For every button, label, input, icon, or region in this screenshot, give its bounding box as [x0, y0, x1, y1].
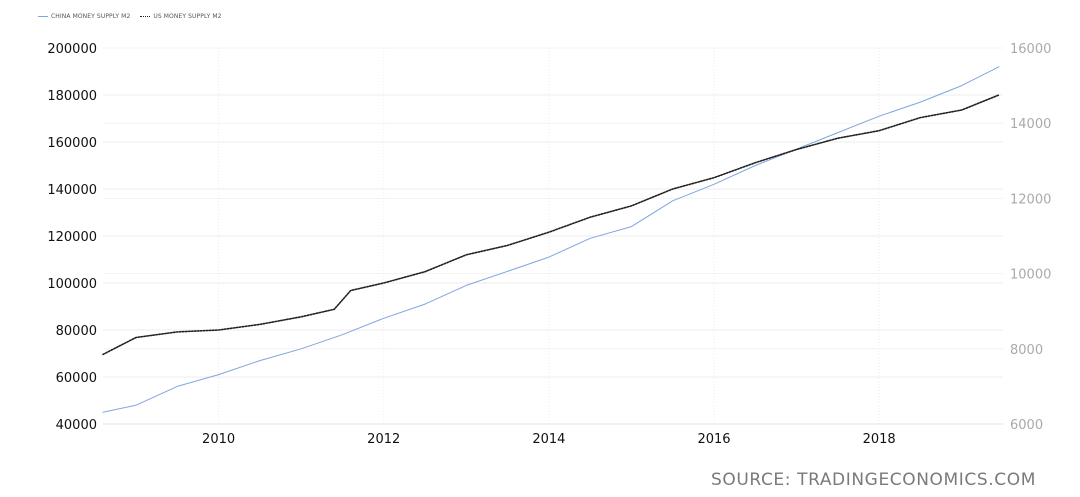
y-left-tick-label: 180000	[47, 89, 97, 104]
x-tick-label: 2012	[367, 432, 400, 447]
x-axis-ticks: 2010 2012 2014 2016 2018	[202, 432, 896, 447]
legend-item-china[interactable]: CHINA MONEY SUPPLY M2	[38, 13, 130, 20]
legend-swatch-us	[140, 15, 151, 17]
y-left-tick-label: 160000	[47, 136, 97, 151]
y-left-tick-label: 140000	[47, 183, 97, 198]
y-left-tick-label: 60000	[56, 371, 97, 386]
right-axis-ticks: 6000 8000 10000 12000 14000 16000	[1010, 42, 1051, 433]
series-line-us-m2	[102, 94, 1000, 356]
legend-swatch-china	[38, 15, 48, 17]
y-left-tick-label: 40000	[56, 418, 97, 433]
y-left-tick-label: 100000	[47, 277, 97, 292]
y-right-tick-label: 14000	[1010, 117, 1051, 132]
x-tick-label: 2014	[532, 432, 565, 447]
y-left-tick-label: 120000	[47, 230, 97, 245]
y-left-tick-label: 80000	[56, 324, 97, 339]
legend-label-china: CHINA MONEY SUPPLY M2	[51, 12, 131, 20]
left-axis-ticks: 40000 60000 80000 100000 120000 140000 160000 1…	[47, 42, 97, 433]
series-line-china-m2	[102, 66, 1000, 413]
legend-item-us[interactable]: US MONEY SUPPLY M2	[140, 13, 221, 20]
gridlines	[103, 47, 1003, 425]
x-tick-label: 2018	[863, 432, 896, 447]
y-right-tick-label: 12000	[1010, 192, 1051, 207]
legend: CHINA MONEY SUPPLY M2 US MONEY SUPPLY M2	[38, 10, 232, 22]
y-right-tick-label: 6000	[1010, 418, 1043, 433]
series-layer	[102, 66, 1000, 413]
y-right-tick-label: 8000	[1010, 343, 1043, 358]
source-label: SOURCE: TRADINGECONOMICS.COM	[710, 470, 1036, 490]
y-right-tick-label: 10000	[1010, 268, 1051, 283]
legend-label-us: US MONEY SUPPLY M2	[153, 12, 222, 20]
y-left-tick-label: 200000	[47, 42, 97, 57]
x-tick-label: 2010	[202, 432, 235, 447]
x-tick-label: 2016	[697, 432, 730, 447]
y-right-tick-label: 16000	[1010, 42, 1051, 57]
